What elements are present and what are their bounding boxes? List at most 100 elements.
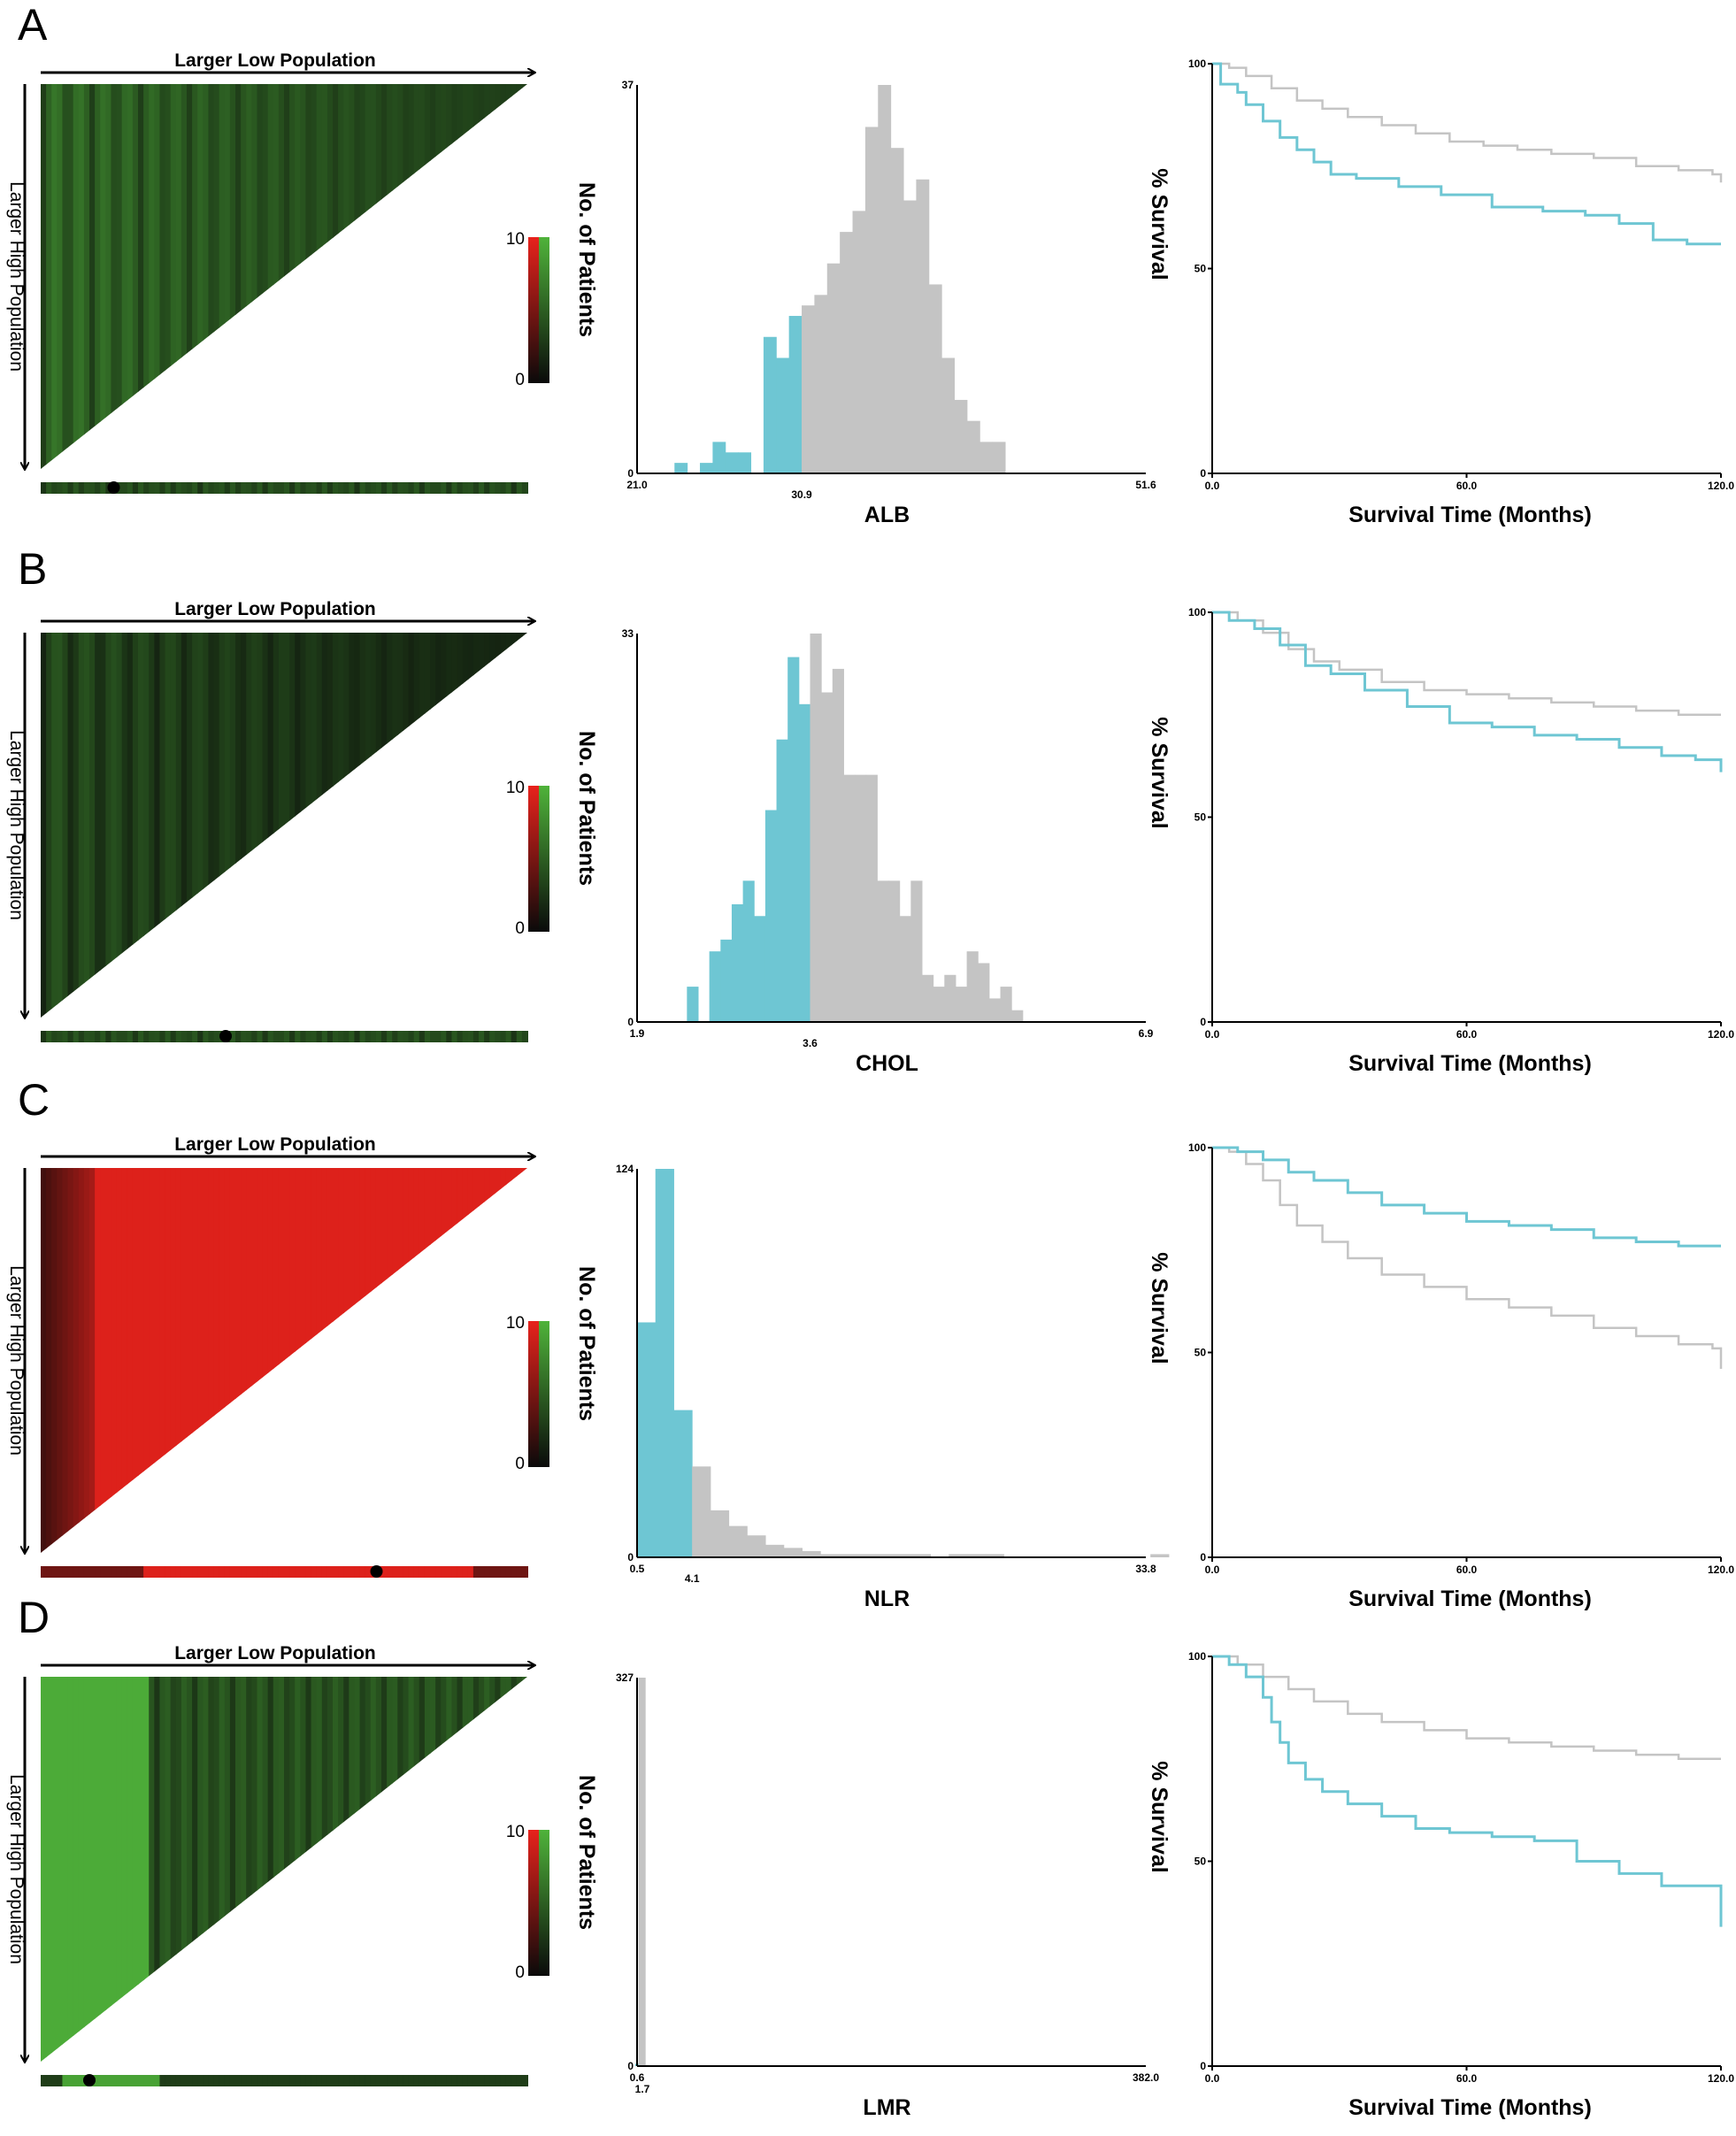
hist-bar-high [1150, 1554, 1170, 1557]
histogram: 124 00.5 4.1 33.8 NLR No. of Patients [574, 1163, 1170, 1611]
heatmap-cell [316, 84, 323, 469]
strip-cell [208, 482, 215, 494]
strip-cell [78, 2075, 85, 2086]
scale-green-half [539, 1830, 549, 1976]
heatmap-cell [479, 633, 486, 1018]
strip-cell [441, 1031, 448, 1042]
strip-cell [430, 2075, 437, 2086]
strip-cell [197, 482, 204, 494]
heatmap-cell [451, 1677, 458, 2062]
strip-cell [349, 1566, 356, 1578]
strip-cell [495, 2075, 502, 2086]
heatmap-cell [365, 1168, 372, 1553]
km-y-label: % Survival [1147, 168, 1171, 280]
heatmap-cell [349, 1168, 356, 1553]
strip-cell [95, 2075, 102, 2086]
hist-bar-high [843, 774, 856, 1022]
strip-cell [387, 482, 394, 494]
heatmap-cell [516, 633, 523, 1018]
optimal-cutpoint-marker[interactable] [219, 1030, 232, 1042]
heatmap-cell [138, 633, 145, 1018]
strip-cell [132, 1031, 139, 1042]
heatmap-cell [51, 1168, 58, 1553]
hist-bar-high [638, 1678, 642, 2066]
strip-cell [408, 1566, 415, 1578]
strip-cell [62, 2075, 69, 2086]
heatmap-cell [192, 84, 199, 469]
heatmap-cell [511, 1168, 518, 1553]
heatmap-cell [251, 1677, 258, 2062]
strip-cell [105, 1566, 112, 1578]
optimal-cutpoint-marker[interactable] [107, 481, 120, 494]
heatmap: Larger Low Population Larger High Populat… [6, 1643, 534, 2086]
strip-cell [278, 1566, 285, 1578]
heatmap-cell [370, 1677, 377, 2062]
heatmap-cell [170, 1677, 177, 2062]
strip-cell [219, 1566, 226, 1578]
hist-bar-high [832, 668, 844, 1022]
heatmap-cell [521, 84, 527, 469]
heatmap-cell [149, 1168, 156, 1553]
heatmap-cell [489, 84, 496, 469]
strip-cell [105, 2075, 112, 2086]
heatmap-cell [392, 84, 399, 469]
heatmap-cell [321, 633, 328, 1018]
hist-bar-high [933, 987, 945, 1022]
strip-cell [235, 1566, 242, 1578]
strip-cell [403, 1031, 410, 1042]
strip-cell [343, 482, 350, 494]
hist-bar-high [941, 357, 956, 473]
heatmap-cell [365, 84, 372, 469]
optimal-cutpoint-marker[interactable] [370, 1565, 383, 1578]
optimal-cutpoint-marker[interactable] [83, 2074, 96, 2086]
strip-cell [424, 1031, 431, 1042]
heatmap-cell [219, 1168, 226, 1553]
hist-x-tick: 0.5 [630, 1563, 645, 1575]
heatmap-cells [41, 1677, 527, 2062]
strip-cell [241, 1031, 248, 1042]
heatmap-cell [127, 633, 134, 1018]
heatmap-cell [83, 633, 90, 1018]
heatmap-cell [343, 84, 350, 469]
strip-cell [316, 482, 323, 494]
heatmap-cell [203, 1168, 210, 1553]
heatmap-cell [170, 84, 177, 469]
heatmap-cell [354, 1677, 361, 2062]
heatmap-cell [121, 84, 128, 469]
heatmap-cell [321, 1168, 328, 1553]
hist-bar-high [728, 1525, 748, 1557]
hist-y-tick-max: 327 [616, 1671, 634, 1684]
strip-cell [326, 1031, 334, 1042]
strip-cell [349, 2075, 356, 2086]
heatmap-cell [516, 1168, 523, 1553]
heatmap-cell [278, 633, 285, 1018]
strip-cell [375, 482, 382, 494]
heatmap-cell [95, 633, 102, 1018]
heatmap-cell [143, 633, 150, 1018]
heatmap-cell [462, 1677, 469, 2062]
heatmap-cell [116, 1168, 123, 1553]
strip-cell [187, 482, 194, 494]
heatmap-cell [321, 1677, 328, 2062]
hist-bar-high [875, 1554, 895, 1557]
strip-cell [127, 1031, 134, 1042]
heatmap-cell [392, 1677, 399, 2062]
strip-cell [516, 2075, 523, 2086]
strip-cell [419, 482, 426, 494]
strip-cell [203, 1031, 210, 1042]
heatmap-cell [300, 1677, 307, 2062]
heatmap-cell [154, 1677, 161, 2062]
panel-d: D Larger Low Population Larger High Popula… [6, 1593, 1734, 2120]
heatmap-cell [343, 1168, 350, 1553]
strip-cell [338, 482, 345, 494]
heatmap-cell [187, 84, 194, 469]
km-x-tick: 0.0 [1205, 2072, 1220, 2085]
strip-cell [100, 2075, 107, 2086]
strip-cell [213, 2075, 220, 2086]
heatmap-cell [208, 1677, 215, 2062]
strip-cell [289, 482, 296, 494]
strip-cell [321, 1031, 328, 1042]
strip-cell [257, 2075, 264, 2086]
strip-cell [262, 1031, 269, 1042]
heatmap-cell [267, 1677, 274, 2062]
